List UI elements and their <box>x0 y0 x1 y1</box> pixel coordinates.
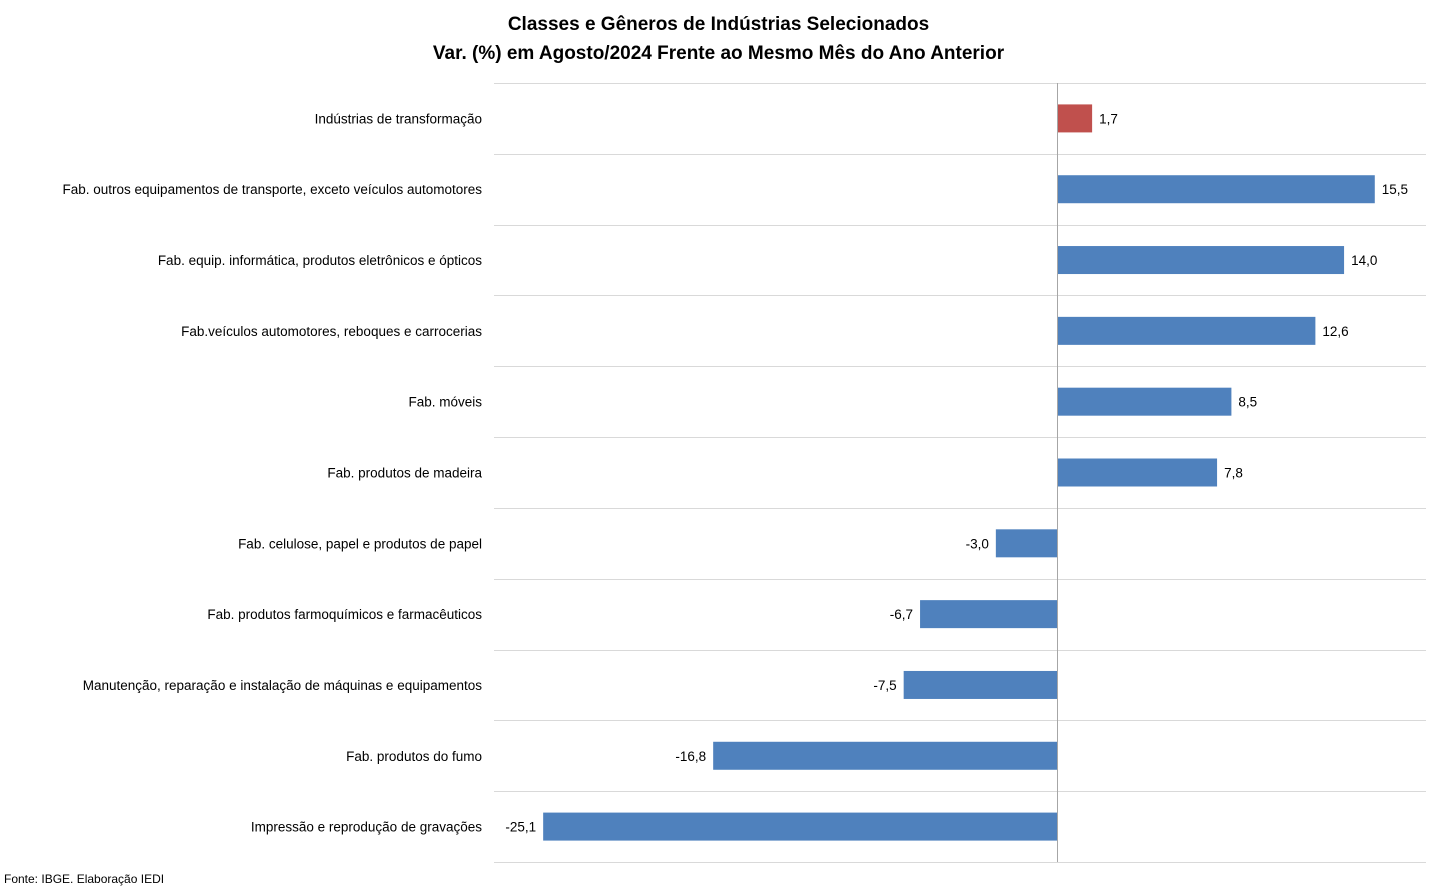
category-label: Fab.veículos automotores, reboques e car… <box>181 324 482 339</box>
bar <box>1057 104 1093 133</box>
data-label: -7,5 <box>873 678 896 693</box>
bar <box>1057 246 1345 275</box>
bar <box>1057 458 1218 487</box>
bar <box>713 741 1058 770</box>
data-label: -25,1 <box>505 820 536 835</box>
bar <box>1057 175 1375 204</box>
source-note: Fonte: IBGE. Elaboração IEDI <box>4 872 165 886</box>
chart-title: Classes e Gêneros de Indústrias Selecion… <box>507 14 930 35</box>
data-label: 1,7 <box>1099 111 1118 126</box>
bar <box>543 812 1058 841</box>
category-label: Fab. celulose, papel e produtos de papel <box>238 536 482 551</box>
category-label: Fab. produtos farmoquímicos e farmacêuti… <box>207 607 482 622</box>
bar <box>903 670 1058 699</box>
category-label: Manutenção, reparação e instalação de má… <box>83 678 483 693</box>
category-label: Fab. produtos de madeira <box>327 466 482 481</box>
category-label: Fab. equip. informática, produtos eletrô… <box>158 253 482 268</box>
bar <box>920 600 1058 629</box>
data-label: 8,5 <box>1238 395 1257 410</box>
data-label: -3,0 <box>966 536 989 551</box>
category-label: Indústrias de transformação <box>315 111 482 126</box>
category-label: Fab. produtos do fumo <box>346 749 482 764</box>
data-label: 7,8 <box>1224 466 1243 481</box>
data-label: 12,6 <box>1322 324 1348 339</box>
category-label: Fab. outros equipamentos de transporte, … <box>63 182 483 197</box>
data-label: -16,8 <box>675 749 706 764</box>
bar <box>1057 387 1232 416</box>
bar <box>1057 316 1316 345</box>
chart-subtitle: Var. (%) em Agosto/2024 Frente ao Mesmo … <box>432 43 1005 64</box>
data-label: 14,0 <box>1351 253 1377 268</box>
data-label: -6,7 <box>890 607 913 622</box>
category-label: Impressão e reprodução de gravações <box>251 820 482 835</box>
category-label: Fab. móveis <box>408 395 482 410</box>
data-label: 15,5 <box>1382 182 1408 197</box>
bar <box>995 529 1058 558</box>
